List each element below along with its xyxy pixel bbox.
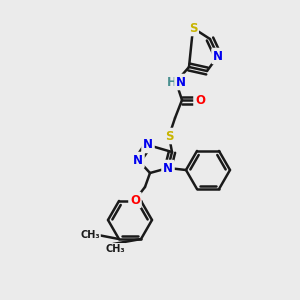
Text: CH₃: CH₃ [105,244,125,254]
Text: S: S [165,130,173,142]
Text: N: N [176,76,186,88]
Text: S: S [189,22,197,34]
Text: N: N [143,139,153,152]
Text: N: N [163,161,173,175]
Text: CH₃: CH₃ [80,230,100,240]
Text: N: N [133,154,143,166]
Text: O: O [195,94,205,106]
Text: O: O [130,194,140,206]
Text: N: N [213,50,223,62]
Text: H: H [167,76,177,88]
